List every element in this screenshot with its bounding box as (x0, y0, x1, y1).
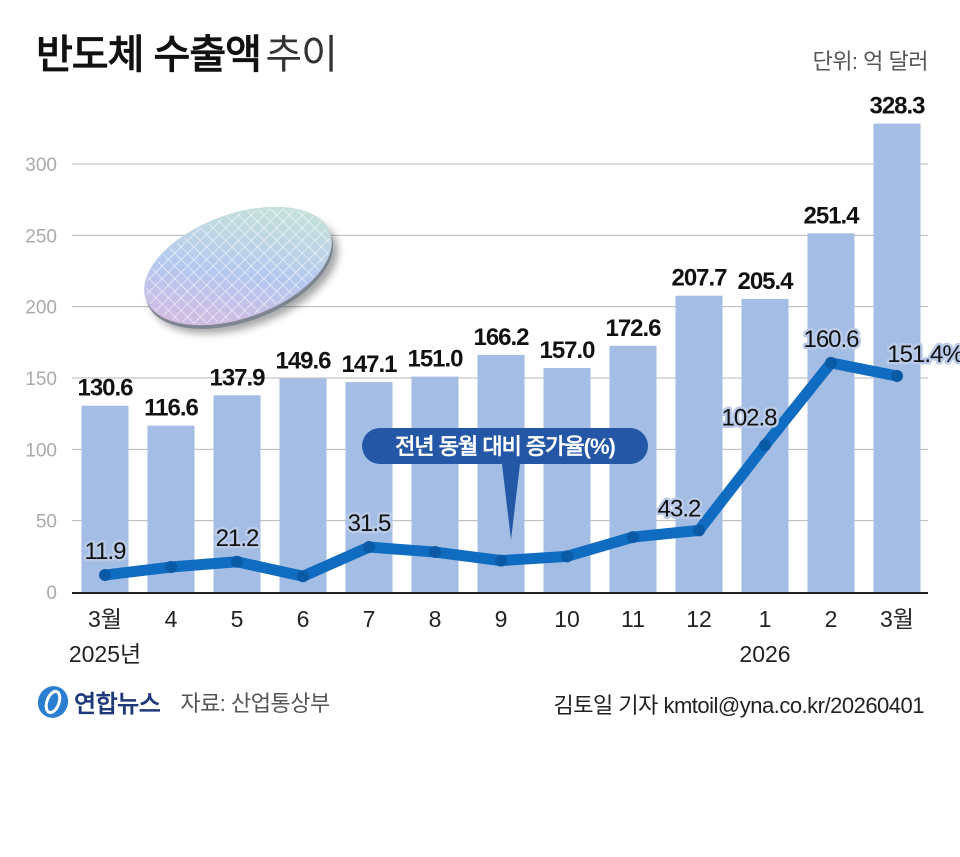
y-tick-label: 300 (25, 155, 57, 176)
footer-source: 연합뉴스 자료: 산업통상부 (36, 684, 330, 719)
line-point (693, 524, 705, 537)
bar-value-label: 328.3 (869, 93, 925, 120)
bar-value-label: 157.0 (539, 337, 595, 364)
x-tick-label: 12 (686, 606, 712, 632)
line-point (759, 439, 771, 452)
line-point (165, 561, 177, 574)
bar-value-label: 205.4 (737, 268, 794, 295)
bar-value-label: 207.7 (671, 265, 727, 292)
x-tick-label: 8 (429, 606, 442, 632)
y-tick-label: 100 (25, 440, 57, 461)
rate-value-label: 43.2 (658, 495, 701, 522)
x-tick-label: 1 (759, 606, 772, 632)
yonhap-logo-icon (37, 685, 69, 718)
bar-value-labels: 130.6 116.6 137.9 149.6 147.1 151.0 166.2 157.0… (77, 93, 926, 422)
line-point (561, 550, 573, 563)
bar-value-label: 116.6 (144, 395, 198, 422)
line-point (363, 541, 375, 554)
data-source: 자료: 산업통상부 (180, 690, 330, 716)
x-tick-label: 3월 (88, 606, 122, 632)
bar (675, 295, 723, 592)
chart-title: 반도체 수출액 추이 (36, 22, 338, 80)
bar (609, 345, 657, 592)
x-tick-label: 5 (231, 606, 244, 632)
y-tick-label: 250 (25, 226, 57, 247)
bar-value-label: 151.0 (407, 346, 463, 373)
bar-value-label: 172.6 (605, 315, 661, 342)
line-point (231, 555, 243, 568)
chart-canvas: 0 50 100 150 200 250 300 전년 동월 대비 증가율(%) 130.6… (25, 93, 960, 667)
rate-value-label: 151.4% (887, 341, 960, 368)
bar (81, 405, 129, 592)
x-tick-label: 6 (297, 606, 310, 632)
line-point (99, 569, 111, 582)
x-tick-label: 9 (495, 606, 508, 632)
growth-rate-callout: 전년 동월 대비 증가율(%) (362, 428, 648, 540)
x-tick-label: 7 (363, 606, 376, 632)
x-year-label: 2026 (739, 641, 790, 667)
bar-value-label: 149.6 (275, 348, 331, 375)
bar-series (81, 123, 921, 592)
line-point (627, 531, 639, 544)
y-tick-label: 0 (46, 583, 57, 604)
line-point (429, 546, 441, 559)
rate-value-label: 11.9 (85, 538, 127, 565)
bar (345, 382, 393, 592)
title-sub: 추이 (265, 33, 338, 77)
x-tick-label: 3월 (880, 606, 914, 632)
y-tick-label: 50 (36, 512, 57, 533)
bar-value-label: 251.4 (803, 202, 860, 229)
rate-value-labels: 11.9 21.2 31.5 43.2 102.8 160.6 151.4% (82, 323, 960, 567)
brand-name: 연합뉴스 (74, 691, 161, 718)
bar-value-label: 130.6 (77, 375, 133, 402)
wafer-illustration-icon (144, 206, 334, 330)
x-tick-label: 11 (621, 606, 645, 632)
bar (873, 123, 921, 592)
unit-label: 단위: 억 달러 (812, 49, 928, 74)
callout-label: 전년 동월 대비 증가율(%) (395, 434, 615, 459)
bar-value-label: 147.1 (341, 351, 397, 378)
reporter-credit: 김토일 기자 kmtoil@yna.co.kr/20260401 (553, 693, 925, 718)
bar (807, 233, 855, 592)
x-year-label: 2025년 (69, 641, 141, 667)
bar (279, 378, 327, 592)
rate-value-label: 102.8 (721, 404, 777, 431)
rate-value-label: 31.5 (348, 510, 391, 537)
y-tick-label: 150 (25, 369, 57, 390)
rate-value-label: 160.6 (803, 326, 859, 353)
title-main: 반도체 수출액 (36, 33, 262, 77)
bar-value-label: 137.9 (209, 364, 265, 391)
x-tick-label: 4 (165, 606, 178, 632)
line-point (495, 554, 507, 567)
y-axis-ticks: 0 50 100 150 200 250 300 (25, 155, 57, 604)
x-tick-label: 10 (554, 606, 580, 632)
x-tick-label: 2 (825, 606, 838, 632)
y-tick-label: 200 (25, 298, 57, 319)
growth-rate-series (99, 356, 903, 583)
line-point (891, 370, 903, 383)
line-point (297, 570, 309, 583)
bar-value-label: 166.2 (473, 324, 529, 351)
line-point (825, 356, 837, 369)
rate-value-label: 21.2 (216, 525, 259, 552)
